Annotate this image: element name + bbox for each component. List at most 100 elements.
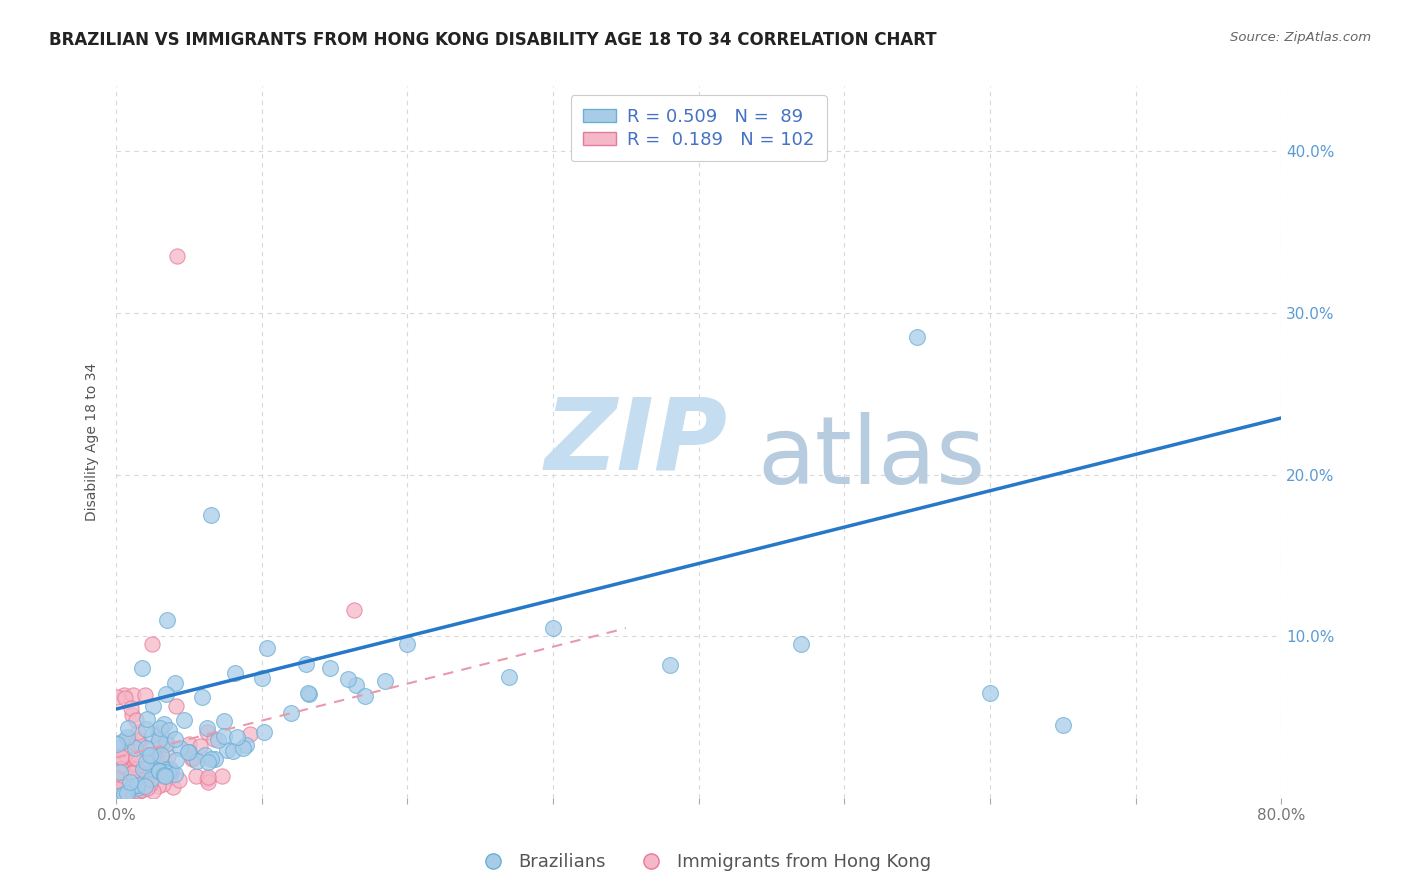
Point <box>177 745 200 759</box>
Point <box>153 716 176 731</box>
Point <box>197 755 219 769</box>
Point <box>165 731 187 746</box>
Point <box>167 773 190 788</box>
Point <box>180 752 202 766</box>
Point <box>118 782 141 797</box>
Point <box>197 774 219 789</box>
Point <box>235 738 257 752</box>
Point <box>110 750 132 764</box>
Point <box>135 755 157 769</box>
Point <box>177 737 200 751</box>
Point <box>658 658 681 673</box>
Point <box>128 784 150 798</box>
Point <box>115 768 138 782</box>
Legend: Brazilians, Immigrants from Hong Kong: Brazilians, Immigrants from Hong Kong <box>468 847 938 879</box>
Point <box>195 772 218 786</box>
Point <box>136 780 159 795</box>
Point <box>155 733 177 747</box>
Point <box>117 763 139 777</box>
Point <box>132 768 155 782</box>
Point <box>127 784 149 798</box>
Point <box>212 714 235 728</box>
Point <box>905 330 928 344</box>
Point <box>139 776 162 790</box>
Point <box>149 747 172 762</box>
Point <box>110 777 132 791</box>
Point <box>179 745 201 759</box>
Point <box>120 785 142 799</box>
Point <box>120 701 142 715</box>
Text: BRAZILIAN VS IMMIGRANTS FROM HONG KONG DISABILITY AGE 18 TO 34 CORRELATION CHART: BRAZILIAN VS IMMIGRANTS FROM HONG KONG D… <box>49 31 936 49</box>
Point <box>148 735 170 749</box>
Point <box>118 731 141 746</box>
Point <box>128 731 150 746</box>
Point <box>188 739 211 753</box>
Point <box>110 790 132 805</box>
Point <box>191 690 214 704</box>
Point <box>122 784 145 798</box>
Point <box>134 779 156 793</box>
Point <box>107 786 129 800</box>
Text: Source: ZipAtlas.com: Source: ZipAtlas.com <box>1230 31 1371 45</box>
Point <box>122 761 145 775</box>
Point <box>162 780 184 795</box>
Point <box>498 670 520 684</box>
Point <box>105 771 128 785</box>
Point <box>112 774 135 789</box>
Point <box>107 778 129 792</box>
Point <box>138 747 160 762</box>
Point <box>142 739 165 754</box>
Point <box>117 742 139 756</box>
Point <box>195 721 218 735</box>
Point <box>124 762 146 776</box>
Point <box>105 774 128 789</box>
Point <box>396 637 419 651</box>
Point <box>165 753 187 767</box>
Point <box>148 764 170 778</box>
Point <box>125 780 148 795</box>
Point <box>200 508 222 522</box>
Point <box>789 637 811 651</box>
Point <box>153 762 176 776</box>
Point <box>373 673 395 688</box>
Point <box>169 741 191 756</box>
Point <box>127 778 149 792</box>
Point <box>222 744 245 758</box>
Point <box>148 733 170 747</box>
Point <box>146 779 169 793</box>
Point <box>343 603 366 617</box>
Point <box>125 771 148 785</box>
Point <box>112 779 135 793</box>
Point <box>118 772 141 786</box>
Point <box>173 713 195 727</box>
Y-axis label: Disability Age 18 to 34: Disability Age 18 to 34 <box>86 363 100 521</box>
Point <box>124 782 146 797</box>
Point <box>294 657 316 671</box>
Point <box>541 621 564 635</box>
Point <box>142 772 165 786</box>
Point <box>105 772 128 786</box>
Point <box>207 732 229 747</box>
Point <box>125 751 148 765</box>
Point <box>141 748 163 763</box>
Point <box>149 721 172 735</box>
Point <box>297 686 319 700</box>
Point <box>225 730 247 744</box>
Point <box>108 750 131 764</box>
Point <box>146 726 169 740</box>
Point <box>134 779 156 793</box>
Point <box>250 672 273 686</box>
Point <box>127 762 149 776</box>
Point <box>114 690 136 705</box>
Point <box>134 688 156 702</box>
Point <box>115 786 138 800</box>
Point <box>112 688 135 702</box>
Point <box>142 748 165 763</box>
Point <box>135 777 157 791</box>
Point <box>142 699 165 714</box>
Point <box>193 748 215 763</box>
Point <box>979 686 1001 700</box>
Point <box>132 782 155 797</box>
Text: ZIP: ZIP <box>544 393 728 491</box>
Point <box>152 777 174 791</box>
